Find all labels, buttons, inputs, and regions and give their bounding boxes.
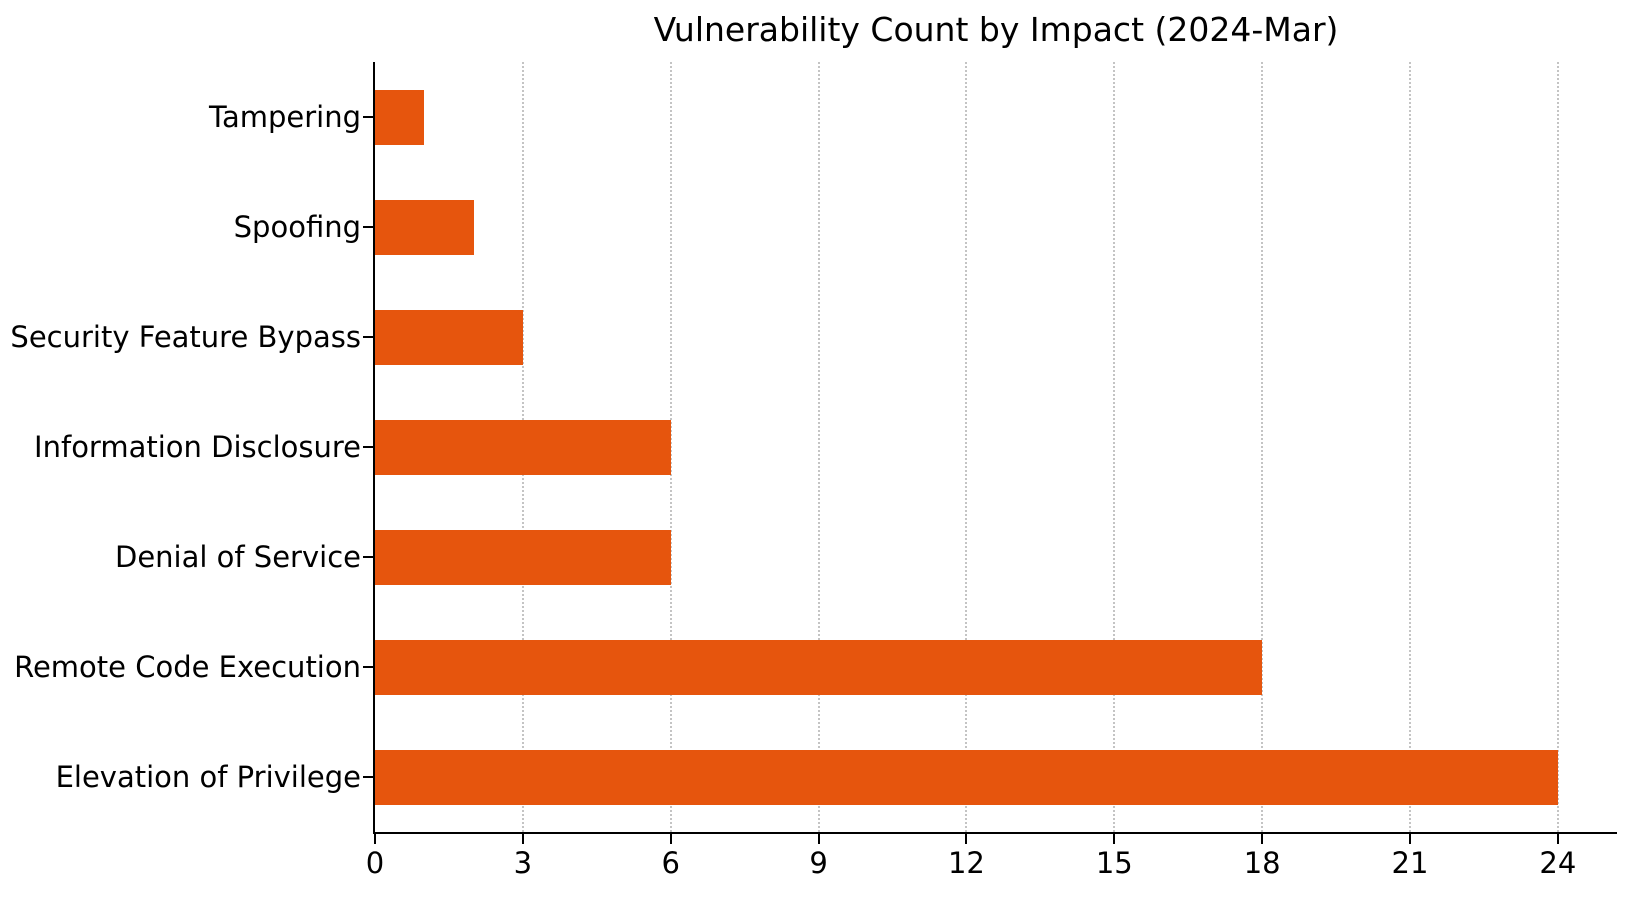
x-tick-label: 6 <box>661 846 680 880</box>
y-tick-label: Tampering <box>209 100 361 134</box>
x-tick-mark <box>1113 834 1116 844</box>
y-tick-label: Remote Code Execution <box>14 650 361 684</box>
bar-elevation-of-privilege <box>375 749 1558 805</box>
gridline-x15 <box>1113 62 1116 832</box>
x-axis-spine <box>373 832 1617 834</box>
x-tick-mark <box>374 834 376 844</box>
y-tick-label: Elevation of Privilege <box>55 760 361 794</box>
y-tick-label: Denial of Service <box>114 540 361 574</box>
gridline-x21 <box>1409 62 1411 832</box>
x-tick-label: 21 <box>1391 846 1429 880</box>
x-tick-mark <box>521 834 524 844</box>
x-tick-label: 12 <box>947 846 985 880</box>
y-axis-spine <box>373 62 375 834</box>
x-tick-mark <box>669 834 672 844</box>
y-tick-mark <box>363 446 373 448</box>
x-tick-label: 24 <box>1539 846 1577 880</box>
gridline-x12 <box>965 62 968 832</box>
gridline-x24 <box>1556 62 1559 832</box>
y-tick-mark <box>363 226 373 228</box>
bar-information-disclosure <box>375 419 671 475</box>
gridline-x9 <box>817 62 820 832</box>
y-tick-label: Security Feature Bypass <box>10 320 361 354</box>
x-tick-label: 18 <box>1243 846 1281 880</box>
x-tick-mark <box>1409 834 1411 844</box>
y-tick-mark <box>363 336 373 338</box>
bar-remote-code-execution <box>375 639 1263 695</box>
bar-spoofing <box>375 199 474 255</box>
bar-security-feature-bypass <box>375 309 523 365</box>
chart-title: Vulnerability Count by Impact (2024-Mar) <box>653 10 1339 49</box>
x-tick-mark <box>1261 834 1264 844</box>
x-tick-label: 3 <box>513 846 533 880</box>
y-tick-mark <box>363 666 373 668</box>
gridline-x6 <box>669 62 672 832</box>
x-tick-mark <box>965 834 968 844</box>
y-tick-mark <box>363 556 373 558</box>
x-tick-label: 15 <box>1095 846 1133 880</box>
x-tick-mark <box>817 834 820 844</box>
gridline-x18 <box>1261 62 1264 832</box>
bar-denial-of-service <box>375 529 671 585</box>
bar-tampering <box>375 89 425 145</box>
x-tick-label: 0 <box>365 846 385 880</box>
y-tick-mark <box>363 116 373 118</box>
x-tick-label: 9 <box>809 846 828 880</box>
y-tick-label: Information Disclosure <box>34 430 361 464</box>
x-tick-mark <box>1556 834 1559 844</box>
y-tick-label: Spoofing <box>233 210 361 244</box>
y-tick-mark <box>363 776 373 778</box>
